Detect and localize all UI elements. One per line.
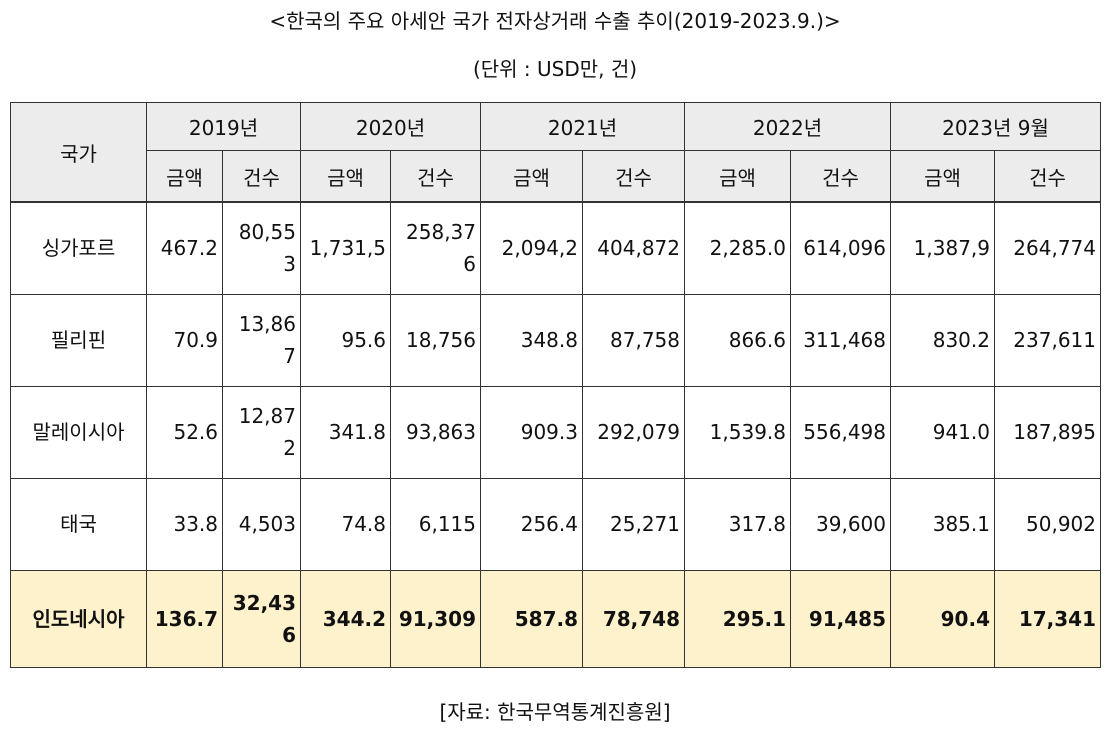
amount-cell: 348.8 [480,293,583,387]
count-cell: 264,774 [994,201,1101,295]
amount-cell: 909.3 [480,385,583,479]
amount-cell: 295.1 [684,569,791,668]
table-row-thailand: 태국 33.8 4,503 74.8 6,115 256.4 25,271 31… [10,477,1101,571]
year-header-2019: 2019년 [146,102,301,151]
amount-cell: 866.6 [684,293,791,387]
table-row-malaysia: 말레이시아 52.6 12,872 341.8 93,863 909.3 292… [10,385,1101,479]
unit-caption: (단위 : USD만, 건) [472,57,638,81]
amount-cell: 317.8 [684,477,791,571]
count-cell: 614,096 [790,201,891,295]
country-header: 국가 [10,102,147,203]
count-cell: 32,436 [222,569,301,668]
amount-header: 금액 [146,150,223,203]
amount-cell: 1,731,5 [300,201,391,295]
count-cell: 237,611 [994,293,1101,387]
amount-cell: 33.8 [146,477,223,571]
count-cell: 258,376 [390,201,481,295]
year-header-2023: 2023년 9월 [890,102,1101,151]
amount-cell: 136.7 [146,569,223,668]
count-header: 건수 [390,150,481,203]
count-cell: 6,115 [390,477,481,571]
count-cell: 78,748 [582,569,685,668]
count-header: 건수 [994,150,1101,203]
amount-cell: 90.4 [890,569,995,668]
count-cell: 404,872 [582,201,685,295]
source-caption: [자료: 한국무역통계진흥원] [439,700,671,724]
count-cell: 50,902 [994,477,1101,571]
amount-header: 금액 [684,150,791,203]
year-header-2020: 2020년 [300,102,481,151]
count-cell: 87,758 [582,293,685,387]
count-cell: 17,341 [994,569,1101,668]
count-cell: 18,756 [390,293,481,387]
country-cell: 인도네시아 [10,569,147,668]
count-cell: 91,309 [390,569,481,668]
amount-cell: 2,094,2 [480,201,583,295]
amount-cell: 830.2 [890,293,995,387]
count-header: 건수 [582,150,685,203]
count-cell: 93,863 [390,385,481,479]
amount-cell: 941.0 [890,385,995,479]
amount-header: 금액 [300,150,391,203]
amount-cell: 341.8 [300,385,391,479]
amount-cell: 587.8 [480,569,583,668]
amount-cell: 385.1 [890,477,995,571]
count-header: 건수 [790,150,891,203]
country-cell: 싱가포르 [10,201,147,295]
amount-cell: 467.2 [146,201,223,295]
amount-cell: 2,285.0 [684,201,791,295]
amount-header: 금액 [890,150,995,203]
year-header-2022: 2022년 [684,102,891,151]
count-cell: 80,553 [222,201,301,295]
count-cell: 13,867 [222,293,301,387]
amount-cell: 1,539.8 [684,385,791,479]
country-cell: 말레이시아 [10,385,147,479]
year-header-2021: 2021년 [480,102,685,151]
count-header: 건수 [222,150,301,203]
count-cell: 4,503 [222,477,301,571]
count-cell: 311,468 [790,293,891,387]
count-cell: 556,498 [790,385,891,479]
amount-cell: 256.4 [480,477,583,571]
amount-cell: 52.6 [146,385,223,479]
count-cell: 292,079 [582,385,685,479]
count-cell: 25,271 [582,477,685,571]
count-cell: 39,600 [790,477,891,571]
country-cell: 필리핀 [10,293,147,387]
table-title: <한국의 주요 아세안 국가 전자상거래 수출 추이(2019-2023.9.)… [269,9,841,33]
amount-cell: 1,387,9 [890,201,995,295]
amount-header: 금액 [480,150,583,203]
table-row-singapore: 싱가포르 467.2 80,553 1,731,5 258,376 2,094,… [10,201,1101,295]
table-row-philippines: 필리핀 70.9 13,867 95.6 18,756 348.8 87,758… [10,293,1101,387]
count-cell: 91,485 [790,569,891,668]
table-row-indonesia: 인도네시아 136.7 32,436 344.2 91,309 587.8 78… [10,569,1101,668]
count-cell: 12,872 [222,385,301,479]
count-cell: 187,895 [994,385,1101,479]
amount-cell: 95.6 [300,293,391,387]
amount-cell: 74.8 [300,477,391,571]
export-table: 국가 2019년 2020년 2021년 2022년 2023년 9월 금액 건… [10,102,1101,668]
amount-cell: 70.9 [146,293,223,387]
country-cell: 태국 [10,477,147,571]
amount-cell: 344.2 [300,569,391,668]
